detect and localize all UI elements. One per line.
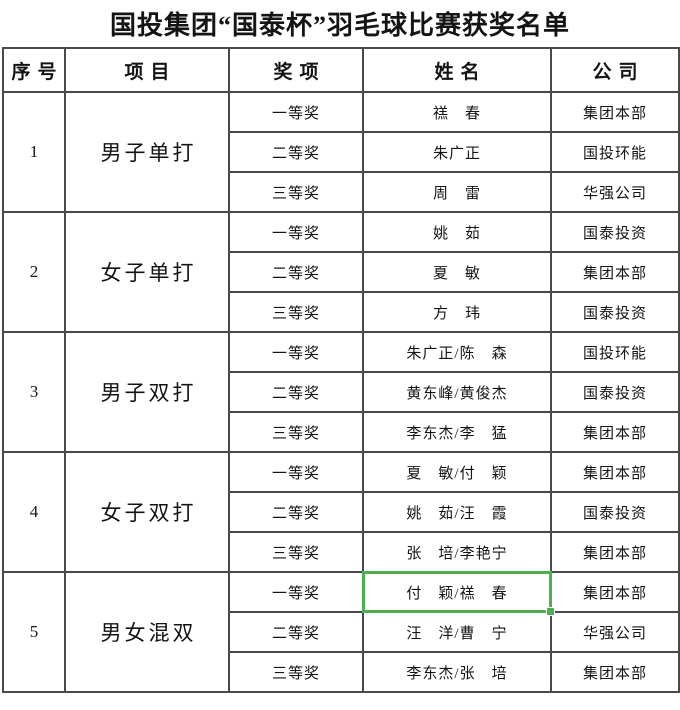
table-row: 三等奖 张 培/李艳宁 集团本部 [3,531,680,573]
name-cell: 方 玮 [362,291,552,333]
company-cell: 集团本部 [550,251,680,293]
section-event: 男子单打 [64,91,230,213]
highlighted-winner-name: 付 颖/禚 春 [406,585,508,602]
name-cell: 朱广正 [362,131,552,173]
table-row: 3 男子双打 一等奖 朱广正/陈 森 国投环能 [2,331,680,453]
section-no: 4 [2,451,66,573]
selection-fill-handle[interactable] [546,607,555,616]
name-cell: 黄东峰/黄俊杰 [362,371,552,413]
name-cell: 周 雷 [362,171,552,213]
name-cell-highlighted: 付 颖/禚 春 [362,571,555,616]
name-cell: 朱广正/陈 森 [362,331,552,373]
table-row: 二等奖 夏 敏 集团本部 [3,251,680,293]
company-cell: 国泰投资 [550,491,680,533]
section-event: 男女混双 [64,571,230,693]
company-cell: 国泰投资 [550,291,680,333]
table-row: 二等奖 姚 茹/汪 霞 国泰投资 [3,491,680,533]
company-cell: 华强公司 [550,611,680,653]
section-no: 1 [2,91,66,213]
table-row: 二等奖 汪 洋/曹 宁 华强公司 [3,611,680,653]
page-title: 国投集团“国泰杯”羽毛球比赛获奖名单 [109,11,570,40]
table-row: 二等奖 黄东峰/黄俊杰 国泰投资 [3,371,680,413]
award-cell: 一等奖 [228,331,364,373]
name-cell: 夏 敏/付 颖 [362,451,552,493]
table-row: 二等奖 朱广正 国投环能 [3,131,680,173]
award-cell: 三等奖 [228,531,364,573]
table-row: 2 女子单打 一等奖 姚 茹 国泰投资 [2,211,680,333]
table-row: 三等奖 李东杰/张 培 集团本部 [3,651,680,693]
section-event: 女子单打 [64,211,230,333]
table-row: 三等奖 周 雷 华强公司 [3,171,680,213]
header-award: 奖项 [228,47,364,93]
company-cell: 华强公司 [550,171,680,213]
header-row: 序号 项目 奖项 姓名 公司 [2,47,680,93]
award-cell: 一等奖 [228,571,364,613]
company-cell: 国投环能 [550,331,680,373]
table-row: 三等奖 李东杰/李 猛 集团本部 [3,411,680,453]
header-company: 公司 [550,47,680,93]
table-row: 三等奖 方 玮 国泰投资 [3,291,680,333]
award-cell: 一等奖 [228,91,364,133]
name-cell: 汪 洋/曹 宁 [362,611,552,653]
header-name: 姓名 [362,47,552,93]
award-cell: 二等奖 [228,491,364,533]
company-cell: 集团本部 [550,91,680,133]
name-cell: 禚 春 [362,91,552,133]
header-event: 项目 [64,47,230,93]
award-cell: 一等奖 [228,211,364,253]
section-no: 2 [2,211,66,333]
section-no: 3 [2,331,66,453]
award-cell: 三等奖 [228,651,364,693]
award-cell: 二等奖 [228,371,364,413]
section-event: 男子双打 [64,331,230,453]
company-cell: 集团本部 [550,571,680,613]
name-cell: 姚 茹/汪 霞 [362,491,552,533]
name-cell: 夏 敏 [362,251,552,293]
award-cell: 二等奖 [228,251,364,293]
name-cell: 李东杰/李 猛 [362,411,552,453]
table-row: 1 男子单打 一等奖 禚 春 集团本部 [2,91,680,213]
name-cell: 李东杰/张 培 [362,651,552,693]
name-cell: 张 培/李艳宁 [362,531,552,573]
award-cell: 三等奖 [228,411,364,453]
section-no: 5 [2,571,66,693]
company-cell: 国投环能 [550,131,680,173]
award-table: 序号 项目 奖项 姓名 公司 1 男子单打 一等奖 禚 春 集团本部 二等奖 朱… [2,47,680,693]
award-cell: 二等奖 [228,131,364,173]
section-event: 女子双打 [64,451,230,573]
company-cell: 集团本部 [550,411,680,453]
table-row: 4 女子双打 一等奖 夏 敏/付 颖 集团本部 [2,451,680,573]
name-cell: 姚 茹 [362,211,552,253]
company-cell: 国泰投资 [550,211,680,253]
table-row: 5 男女混双 一等奖 付 颖/禚 春 集团本部 [2,571,680,693]
company-cell: 集团本部 [550,531,680,573]
header-no: 序号 [2,47,66,93]
award-cell: 二等奖 [228,611,364,653]
award-cell: 三等奖 [228,291,364,333]
award-cell: 三等奖 [228,171,364,213]
company-cell: 集团本部 [550,451,680,493]
award-cell: 一等奖 [228,451,364,493]
company-cell: 国泰投资 [550,371,680,413]
company-cell: 集团本部 [550,651,680,693]
